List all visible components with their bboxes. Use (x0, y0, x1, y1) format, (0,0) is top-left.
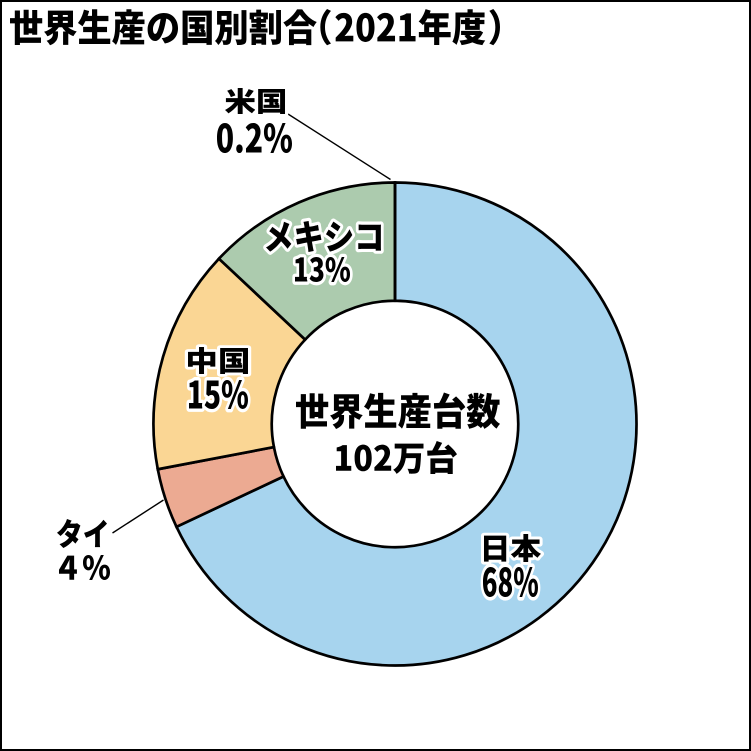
glyph (254, 86, 289, 117)
label-japan-pct (480, 563, 541, 601)
glyph (214, 119, 236, 157)
glyph (221, 85, 259, 117)
glyph (418, 9, 451, 46)
glyph (336, 445, 352, 471)
glyph (427, 441, 457, 475)
label-mexico-name (263, 217, 384, 256)
label-china-name (184, 344, 252, 377)
glyph (374, 444, 392, 471)
glyph (466, 392, 501, 429)
label-china-pct (186, 376, 251, 413)
glyph (214, 10, 247, 46)
glyph (186, 377, 205, 412)
glyph (489, 8, 500, 46)
glyph (496, 563, 515, 601)
glyph (306, 253, 327, 286)
center-text-line1 (296, 392, 501, 430)
label-usa-name (221, 85, 289, 117)
glyph (216, 345, 252, 377)
glyph (393, 443, 424, 474)
label-thailand-name (54, 515, 110, 552)
glyph (335, 12, 354, 42)
glyph (112, 9, 145, 45)
glyph (511, 563, 541, 601)
glyph (243, 119, 265, 156)
glyph (320, 8, 331, 46)
glyph (219, 376, 251, 413)
glyph (77, 9, 111, 44)
glyph (283, 9, 317, 46)
glyph (233, 141, 246, 157)
glyph (54, 515, 84, 552)
label-thailand-pct (56, 551, 113, 584)
glyph (182, 10, 212, 45)
glyph (354, 444, 372, 472)
glyph (399, 13, 416, 42)
usa-leader-line (287, 113, 391, 181)
glyph (330, 394, 363, 430)
slice-mexico (217, 181, 397, 342)
glyph (507, 531, 545, 565)
glyph (293, 217, 325, 256)
glyph (147, 13, 179, 44)
glyph (356, 12, 375, 42)
glyph (322, 253, 353, 286)
glyph (80, 551, 113, 584)
thailand-leader-line (112, 499, 164, 534)
glyph (452, 9, 486, 46)
glyph (263, 218, 295, 255)
glyph (377, 12, 396, 42)
glyph (480, 532, 510, 565)
glyph (10, 9, 43, 46)
label-japan-name (480, 531, 545, 565)
glyph (249, 9, 281, 46)
glyph (292, 254, 311, 285)
center-text-line2 (336, 441, 457, 475)
glyph (363, 392, 397, 428)
glyph (81, 516, 110, 551)
glyph (202, 377, 223, 413)
glyph (184, 344, 219, 377)
title-text (10, 8, 500, 46)
label-usa-pct (214, 119, 295, 157)
glyph (480, 563, 499, 601)
glyph (296, 393, 329, 429)
glyph (355, 221, 384, 254)
glyph (323, 218, 356, 255)
glyph (398, 392, 431, 429)
glyph (44, 10, 77, 46)
glyph (433, 392, 466, 429)
glyph (261, 119, 295, 157)
label-mexico-pct (292, 253, 353, 286)
glyph (56, 552, 80, 583)
